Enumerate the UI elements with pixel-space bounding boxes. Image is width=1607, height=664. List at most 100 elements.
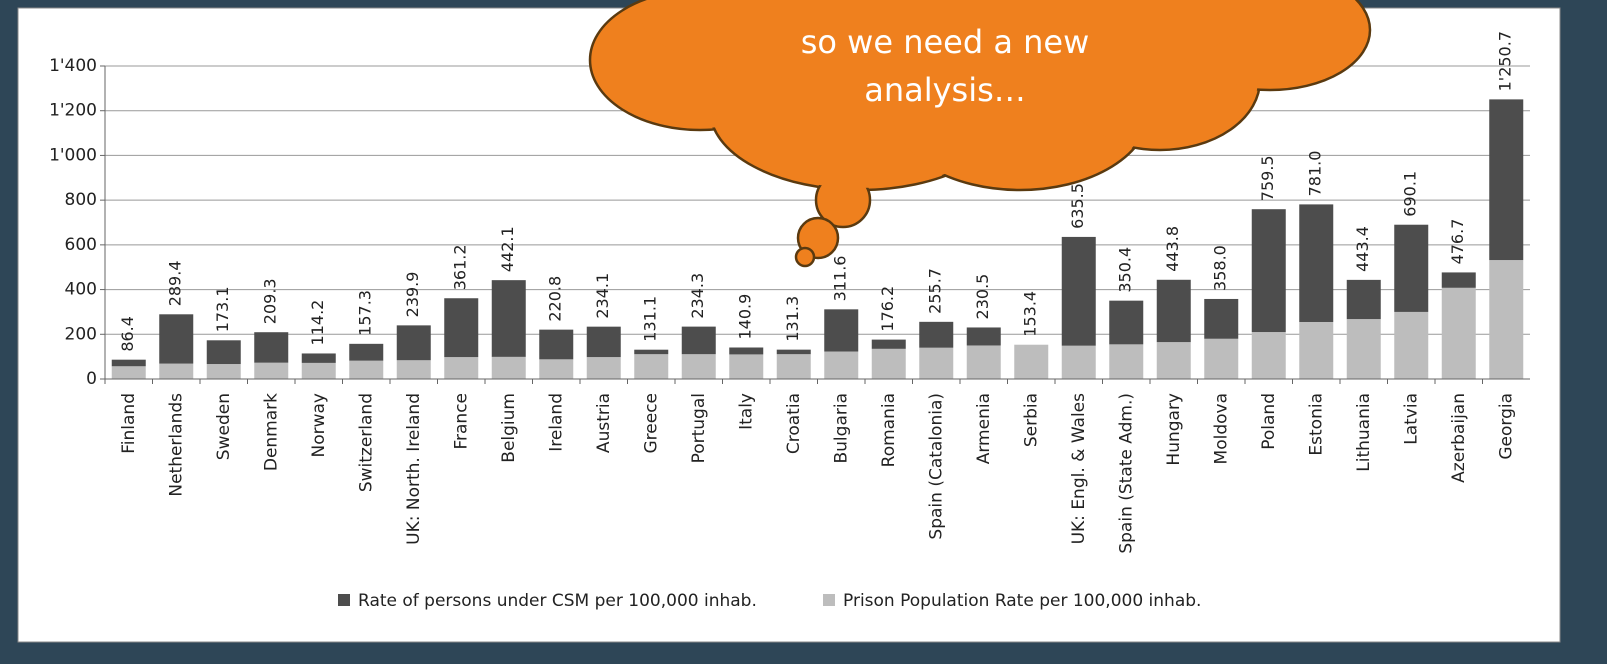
x-tick-label: UK: North. Ireland	[404, 393, 424, 545]
bar	[1204, 299, 1238, 339]
x-tick-label: Spain (Catalonia)	[926, 393, 946, 540]
callout-text: so we need a new	[801, 23, 1090, 61]
legend-swatch	[338, 594, 350, 606]
y-tick-label: 800	[65, 190, 97, 210]
bar	[349, 344, 383, 361]
data-label: 358.0	[1211, 245, 1230, 291]
data-label: 759.5	[1258, 155, 1277, 201]
data-label: 131.3	[783, 296, 802, 342]
data-label: 442.1	[498, 226, 517, 272]
data-label: 173.1	[213, 286, 232, 332]
bar	[492, 280, 526, 357]
data-label: 157.3	[356, 290, 375, 336]
y-tick-label: 1'200	[49, 101, 97, 121]
data-label: 234.1	[593, 273, 612, 319]
data-label: 255.7	[926, 268, 945, 314]
data-label: 86.4	[118, 316, 137, 352]
data-label: 209.3	[261, 278, 280, 324]
x-tick-label: Greece	[641, 393, 661, 454]
data-label: 176.2	[878, 286, 897, 332]
bar	[539, 330, 573, 360]
data-label: 311.6	[831, 256, 850, 302]
x-tick-label: Romania	[879, 393, 899, 467]
bar	[1489, 260, 1523, 379]
bar	[1347, 280, 1381, 319]
data-label: 476.7	[1448, 219, 1467, 265]
x-tick-label: France	[451, 393, 471, 450]
bar	[302, 353, 336, 362]
data-label: 1'250.7	[1496, 31, 1515, 91]
x-tick-label: Poland	[1259, 393, 1279, 450]
slide: 02004006008001'0001'2001'40086.4Finland2…	[0, 0, 1607, 664]
bar	[1442, 288, 1476, 379]
x-tick-label: Lithuania	[1354, 393, 1374, 472]
legend-label: Prison Population Rate per 100,000 inhab…	[843, 591, 1201, 611]
bar	[587, 327, 621, 357]
data-label: 234.3	[688, 273, 707, 319]
data-label: 350.4	[1116, 247, 1135, 293]
bar	[444, 357, 478, 379]
bar	[1347, 319, 1381, 379]
bar	[967, 345, 1001, 379]
x-tick-label: Moldova	[1211, 393, 1231, 464]
bar	[682, 327, 716, 355]
data-label: 153.4	[1021, 291, 1040, 337]
data-label: 131.1	[641, 296, 660, 342]
y-tick-label: 0	[86, 369, 97, 389]
x-tick-label: Estonia	[1306, 393, 1326, 456]
bar	[777, 350, 811, 355]
bar	[159, 364, 193, 379]
bar	[824, 352, 858, 379]
bar	[444, 298, 478, 357]
x-tick-label: Georgia	[1496, 393, 1516, 460]
x-tick-label: Finland	[119, 393, 139, 454]
bar	[729, 354, 763, 379]
data-label: 114.2	[308, 300, 327, 346]
x-tick-label: Switzerland	[356, 393, 376, 492]
bar	[729, 347, 763, 354]
bar	[1252, 332, 1286, 379]
x-tick-label: Norway	[309, 393, 329, 458]
bar	[397, 325, 431, 360]
legend-swatch	[823, 594, 835, 606]
x-tick-label: UK: Engl. & Wales	[1069, 393, 1089, 545]
data-label: 443.8	[1163, 226, 1182, 272]
bar	[634, 354, 668, 379]
bar	[207, 340, 241, 364]
data-label: 239.9	[403, 272, 422, 318]
bar	[159, 314, 193, 363]
data-label: 635.5	[1068, 183, 1087, 229]
bar	[539, 359, 573, 379]
bar	[587, 357, 621, 379]
data-label: 781.0	[1306, 151, 1325, 197]
bar	[254, 363, 288, 379]
bar	[1014, 345, 1048, 379]
bar	[112, 360, 146, 367]
x-tick-label: Azerbaijan	[1449, 393, 1469, 483]
x-tick-label: Croatia	[784, 393, 804, 454]
y-tick-label: 400	[65, 280, 97, 300]
bar	[1109, 301, 1143, 345]
bar	[1442, 272, 1476, 287]
bar	[302, 363, 336, 379]
x-tick-label: Ireland	[546, 393, 566, 452]
x-tick-label: Portugal	[689, 393, 709, 463]
x-tick-label: Sweden	[214, 393, 234, 460]
bar	[634, 350, 668, 354]
x-tick-label: Denmark	[261, 393, 281, 471]
bar	[207, 364, 241, 379]
bar	[1394, 225, 1428, 312]
bar	[112, 366, 146, 379]
bar	[1157, 342, 1191, 379]
data-label: 230.5	[973, 274, 992, 320]
bar	[682, 354, 716, 379]
bar	[872, 340, 906, 349]
bar	[777, 354, 811, 379]
bar	[872, 349, 906, 379]
bar	[1157, 280, 1191, 342]
x-tick-label: Armenia	[974, 393, 994, 464]
bar	[1394, 312, 1428, 379]
bar	[349, 361, 383, 379]
y-tick-label: 600	[65, 235, 97, 255]
data-label: 289.4	[166, 260, 185, 306]
